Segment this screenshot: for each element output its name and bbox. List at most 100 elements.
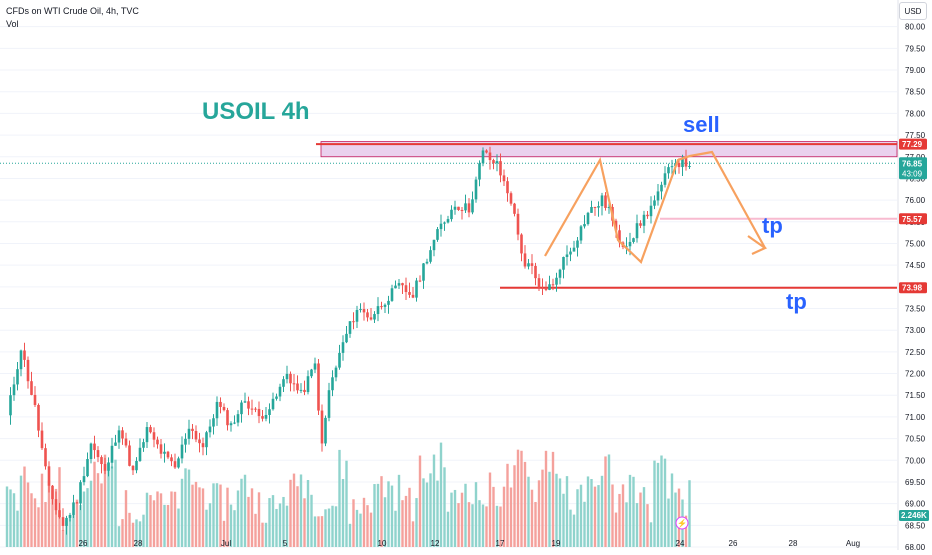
candle-body[interactable] — [527, 263, 530, 267]
candle-body[interactable] — [502, 175, 506, 182]
candle-body[interactable] — [86, 459, 89, 477]
candle-body[interactable] — [250, 408, 254, 410]
candle-body[interactable] — [82, 476, 86, 483]
candle-body[interactable] — [425, 261, 429, 264]
candle-body[interactable] — [481, 150, 485, 164]
candle-body[interactable] — [89, 443, 93, 460]
candle-body[interactable] — [670, 166, 674, 168]
candle-body[interactable] — [338, 352, 341, 368]
candle-body[interactable] — [334, 367, 338, 378]
candle-body[interactable] — [285, 373, 289, 380]
candle-body[interactable] — [397, 283, 401, 286]
candle-body[interactable] — [128, 445, 131, 466]
candle-body[interactable] — [366, 312, 369, 318]
candle-body[interactable] — [229, 423, 233, 426]
candle-body[interactable] — [121, 430, 124, 439]
candle-body[interactable] — [436, 229, 439, 240]
candle-body[interactable] — [341, 342, 345, 353]
candle-body[interactable] — [597, 206, 600, 208]
candle-body[interactable] — [61, 517, 65, 526]
candle-body[interactable] — [534, 265, 537, 279]
candle-body[interactable] — [12, 384, 16, 396]
candle-body[interactable] — [299, 389, 303, 391]
candle-body[interactable] — [656, 191, 660, 201]
candle-body[interactable] — [275, 396, 278, 399]
candle-body[interactable] — [243, 401, 247, 403]
candle-body[interactable] — [327, 390, 331, 418]
candle-body[interactable] — [551, 284, 555, 286]
candle-body[interactable] — [415, 280, 418, 298]
candle-body[interactable] — [23, 350, 26, 360]
candle-body[interactable] — [268, 409, 271, 415]
candle-body[interactable] — [205, 432, 208, 448]
candle-body[interactable] — [131, 465, 135, 471]
candle-body[interactable] — [47, 466, 51, 486]
candle-body[interactable] — [541, 287, 544, 289]
candle-body[interactable] — [254, 408, 257, 410]
candle-body[interactable] — [555, 277, 558, 285]
candle-body[interactable] — [247, 401, 250, 409]
candle-body[interactable] — [345, 333, 348, 343]
candle-body[interactable] — [558, 269, 562, 278]
candle-body[interactable] — [653, 200, 656, 206]
candle-body[interactable] — [303, 389, 306, 393]
candle-body[interactable] — [600, 195, 604, 207]
candle-body[interactable] — [439, 223, 443, 230]
candle-body[interactable] — [565, 254, 569, 257]
candle-body[interactable] — [453, 206, 457, 210]
candle-body[interactable] — [289, 373, 292, 384]
candle-body[interactable] — [663, 173, 667, 185]
candle-body[interactable] — [278, 386, 282, 397]
candle-body[interactable] — [33, 394, 37, 405]
candle-body[interactable] — [576, 240, 579, 248]
candle-body[interactable] — [464, 203, 467, 211]
candle-body[interactable] — [474, 179, 478, 200]
candle-body[interactable] — [450, 209, 453, 220]
candle-body[interactable] — [446, 219, 450, 223]
candle-body[interactable] — [79, 482, 82, 504]
candle-body[interactable] — [348, 321, 352, 334]
candle-body[interactable] — [649, 205, 653, 217]
currency-button[interactable]: USD — [899, 2, 927, 20]
candle-body[interactable] — [681, 157, 684, 168]
candle-body[interactable] — [166, 451, 170, 458]
candle-body[interactable] — [572, 247, 576, 252]
candle-body[interactable] — [516, 213, 520, 235]
candle-body[interactable] — [495, 161, 499, 164]
candle-body[interactable] — [443, 222, 446, 224]
candle-body[interactable] — [149, 427, 152, 433]
candle-body[interactable] — [523, 253, 527, 267]
candle-body[interactable] — [362, 309, 366, 313]
candle-body[interactable] — [548, 284, 551, 290]
candle-body[interactable] — [583, 224, 586, 227]
candle-body[interactable] — [103, 464, 107, 471]
candle-body[interactable] — [590, 207, 593, 213]
candle-body[interactable] — [37, 404, 40, 431]
candle-body[interactable] — [124, 438, 128, 446]
candle-body[interactable] — [485, 150, 488, 153]
candle-body[interactable] — [509, 193, 513, 204]
candle-body[interactable] — [488, 152, 492, 161]
candle-body[interactable] — [75, 502, 79, 504]
candle-body[interactable] — [114, 442, 117, 446]
candle-body[interactable] — [520, 234, 523, 254]
candle-body[interactable] — [177, 458, 180, 468]
candle-body[interactable] — [233, 422, 236, 424]
candle-body[interactable] — [317, 363, 320, 411]
candle-body[interactable] — [331, 377, 334, 391]
candle-body[interactable] — [614, 220, 618, 231]
candle-body[interactable] — [352, 321, 355, 323]
candle-body[interactable] — [429, 250, 432, 262]
candle-body[interactable] — [215, 401, 219, 419]
candle-body[interactable] — [660, 184, 663, 192]
candle-body[interactable] — [159, 444, 163, 454]
candle-body[interactable] — [492, 160, 495, 164]
candle-body[interactable] — [471, 199, 474, 213]
candle-body[interactable] — [380, 306, 383, 308]
candle-body[interactable] — [688, 166, 691, 168]
candle-body[interactable] — [642, 214, 646, 226]
candle-body[interactable] — [65, 517, 68, 526]
candle-body[interactable] — [544, 288, 548, 290]
candle-body[interactable] — [138, 447, 142, 461]
flash-icon[interactable] — [675, 516, 689, 530]
